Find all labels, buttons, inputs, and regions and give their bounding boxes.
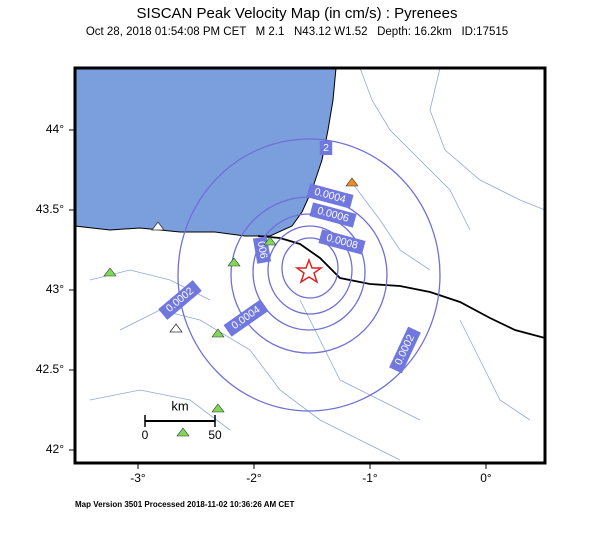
contour <box>267 225 353 315</box>
label-box <box>158 280 202 320</box>
label-text: 2 <box>323 142 329 154</box>
label-box <box>318 229 366 255</box>
station <box>103 267 117 277</box>
contour <box>252 213 366 331</box>
station <box>211 328 225 338</box>
river <box>359 67 471 231</box>
station <box>345 177 359 187</box>
y-tick-label: 44° <box>46 122 64 136</box>
map-area: 20.00040.00060.00080060.00020.00040.0002… <box>73 66 547 465</box>
label-box <box>309 202 357 228</box>
footer: Map Version 3501 Processed 2018-11-02 10… <box>75 500 294 509</box>
y-tick-label: 43.5° <box>36 202 64 216</box>
label-box <box>306 183 354 209</box>
scale-end: 50 <box>208 428 222 442</box>
y-tick-label: 42° <box>46 442 64 456</box>
station <box>263 236 277 246</box>
station <box>151 221 165 231</box>
x-tick-label: 0° <box>480 471 492 485</box>
scale-start: 0 <box>142 428 149 442</box>
station <box>227 257 241 267</box>
x-tick-label: -1° <box>362 471 378 485</box>
contour <box>177 138 441 412</box>
river <box>459 319 531 421</box>
title: SISCAN Peak Velocity Map (in cm/s) : Pyr… <box>137 5 458 22</box>
frame <box>73 66 547 465</box>
border <box>257 235 546 339</box>
station <box>211 403 225 413</box>
label-box <box>389 326 421 374</box>
river <box>299 299 421 421</box>
scale-bar: km 0 50 <box>142 398 222 442</box>
scale-unit: km <box>171 398 188 413</box>
river <box>429 67 546 211</box>
contour <box>281 237 339 299</box>
river <box>89 389 231 431</box>
ocean <box>74 67 337 237</box>
x-tick-label: -2° <box>246 471 262 485</box>
y-tick-label: 42.5° <box>36 362 64 376</box>
y-tick-label: 43° <box>46 282 64 296</box>
label-box <box>319 141 333 155</box>
station <box>169 323 183 333</box>
label-box <box>223 299 269 337</box>
river <box>349 179 431 271</box>
contour-label: 2 <box>319 141 333 155</box>
station <box>176 427 190 437</box>
epicenter <box>294 257 324 284</box>
subtitle: Oct 28, 2018 01:54:08 PM CET M 2.1 N43.1… <box>86 26 508 38</box>
x-tick-label: -3° <box>130 471 146 485</box>
